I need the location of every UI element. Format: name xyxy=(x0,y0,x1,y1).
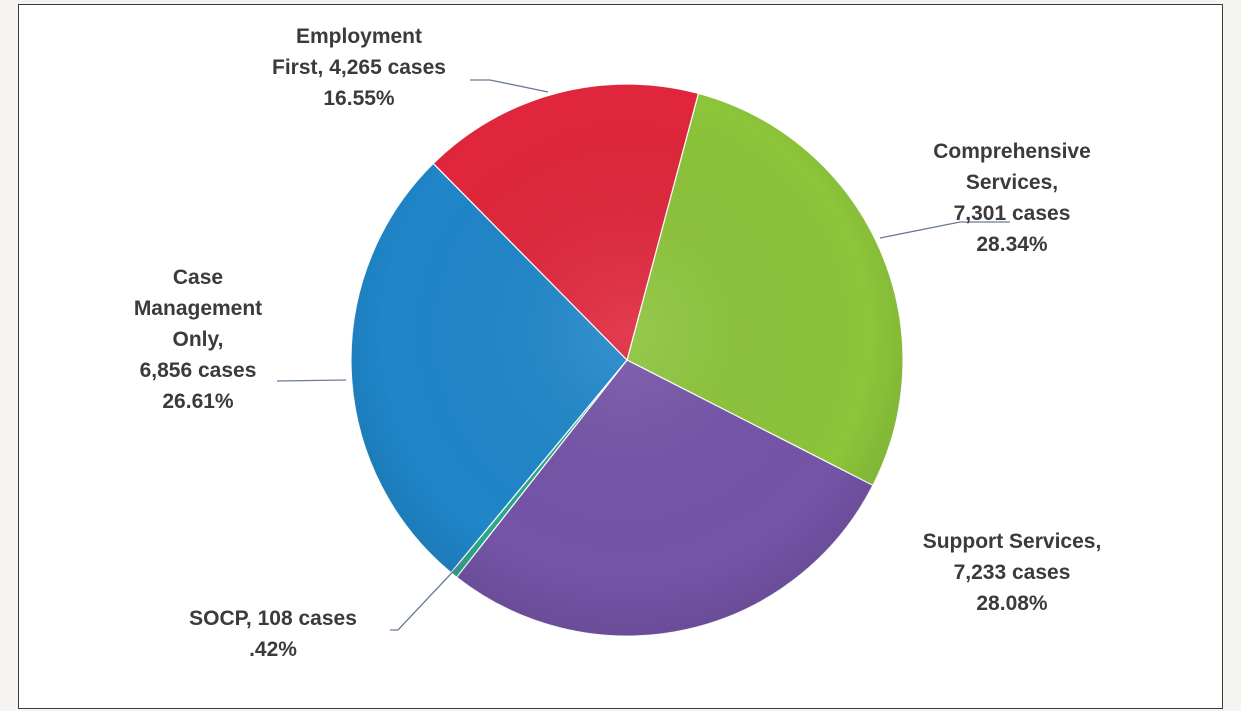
data-label-line: 7,233 cases xyxy=(954,561,1071,584)
data-label-line: SOCP, 108 cases xyxy=(189,607,357,630)
data-label-comprehensive-services: Comprehensive Services, 7,301 cases 28.34% xyxy=(933,140,1091,256)
leader-line-comprehensive-services xyxy=(879,221,1010,239)
data-label-line: Management xyxy=(134,297,262,320)
data-label-line: 16.55% xyxy=(323,87,395,110)
data-label-socp: SOCP, 108 cases .42% xyxy=(189,607,357,661)
data-label-line: Support Services, xyxy=(923,530,1102,553)
pie-slices xyxy=(350,83,904,637)
leader-line-socp xyxy=(390,561,463,631)
data-labels: Comprehensive Services, 7,301 cases 28.34% S… xyxy=(134,25,1101,661)
leader-line-employment-first xyxy=(470,79,549,93)
data-label-line: 7,301 cases xyxy=(954,202,1071,225)
data-label-line: .42% xyxy=(249,638,297,661)
leader-lines xyxy=(276,79,1010,631)
data-label-line: Case xyxy=(173,266,223,289)
data-label-line: 6,856 cases xyxy=(140,359,257,382)
data-label-line: Only, xyxy=(173,328,224,351)
data-label-line: 26.61% xyxy=(162,390,234,413)
leader-line-case-management-only xyxy=(276,379,347,382)
data-label-line: Comprehensive xyxy=(933,140,1091,163)
data-label-support-services: Support Services, 7,233 cases 28.08% xyxy=(923,530,1102,615)
data-label-line: Employment xyxy=(296,25,422,48)
data-label-case-management-only: Case Management Only, 6,856 cases 26.61% xyxy=(134,266,262,413)
data-label-line: 28.08% xyxy=(976,592,1048,615)
data-label-line: 28.34% xyxy=(976,233,1048,256)
data-label-employment-first: Employment First, 4,265 cases 16.55% xyxy=(272,25,446,110)
data-label-line: First, 4,265 cases xyxy=(272,56,446,79)
data-label-line: Services, xyxy=(966,171,1058,194)
